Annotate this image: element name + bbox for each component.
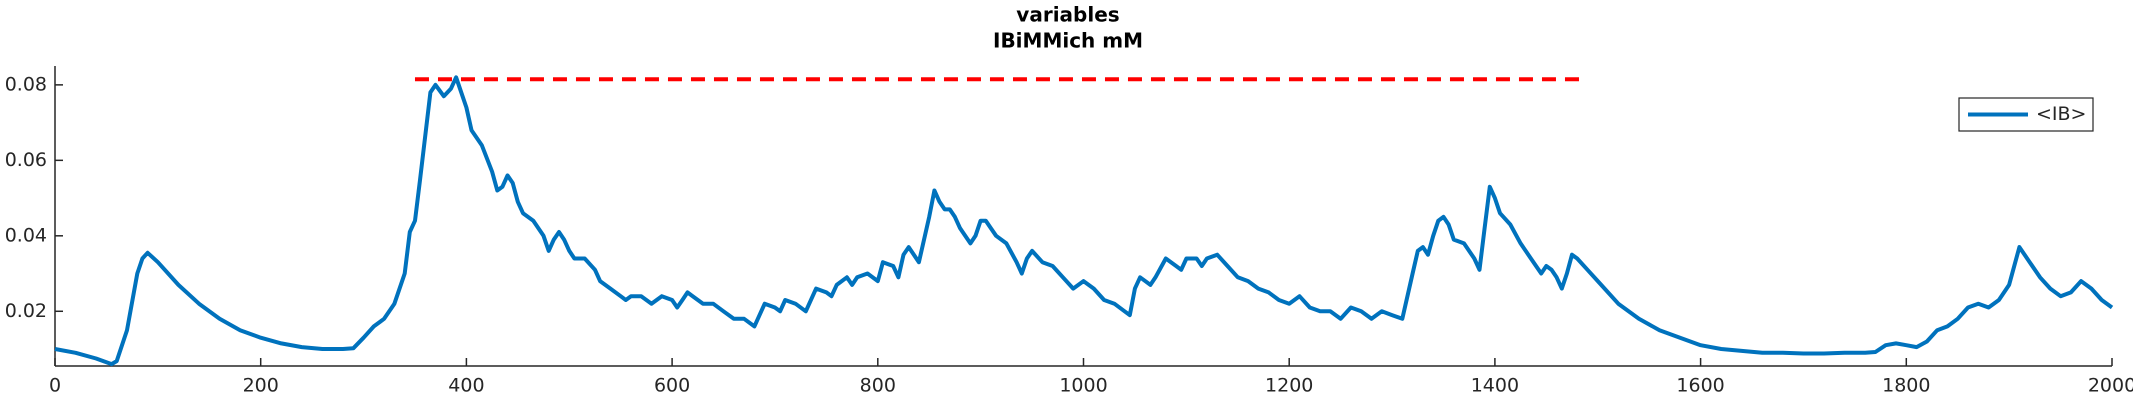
x-tick-label: 2000: [2088, 375, 2133, 397]
x-tick-label: 1000: [1059, 375, 1107, 397]
x-tick-label: 0: [49, 375, 61, 397]
x-tick-label: 1400: [1471, 375, 1519, 397]
y-tick-label: 0.04: [5, 224, 47, 246]
x-tick-label: 800: [860, 375, 896, 397]
chart-title: variables: [1016, 3, 1119, 27]
data-line: [54, 75, 2114, 367]
x-tick-label: 1800: [1882, 375, 1930, 397]
y-tick-label: 0.02: [5, 300, 47, 322]
chart-subtitle: IBiMMich mM: [993, 29, 1143, 53]
x-tick-label: 1600: [1676, 375, 1724, 397]
x-tick-label: 600: [654, 375, 690, 397]
y-tick-label: 0.06: [5, 149, 47, 171]
legend-label: <IB>: [2036, 103, 2086, 125]
x-tick-label: 400: [448, 375, 484, 397]
x-tick-label: 200: [243, 375, 279, 397]
y-tick-label: 0.08: [5, 73, 47, 95]
x-tick-label: 1200: [1265, 375, 1313, 397]
